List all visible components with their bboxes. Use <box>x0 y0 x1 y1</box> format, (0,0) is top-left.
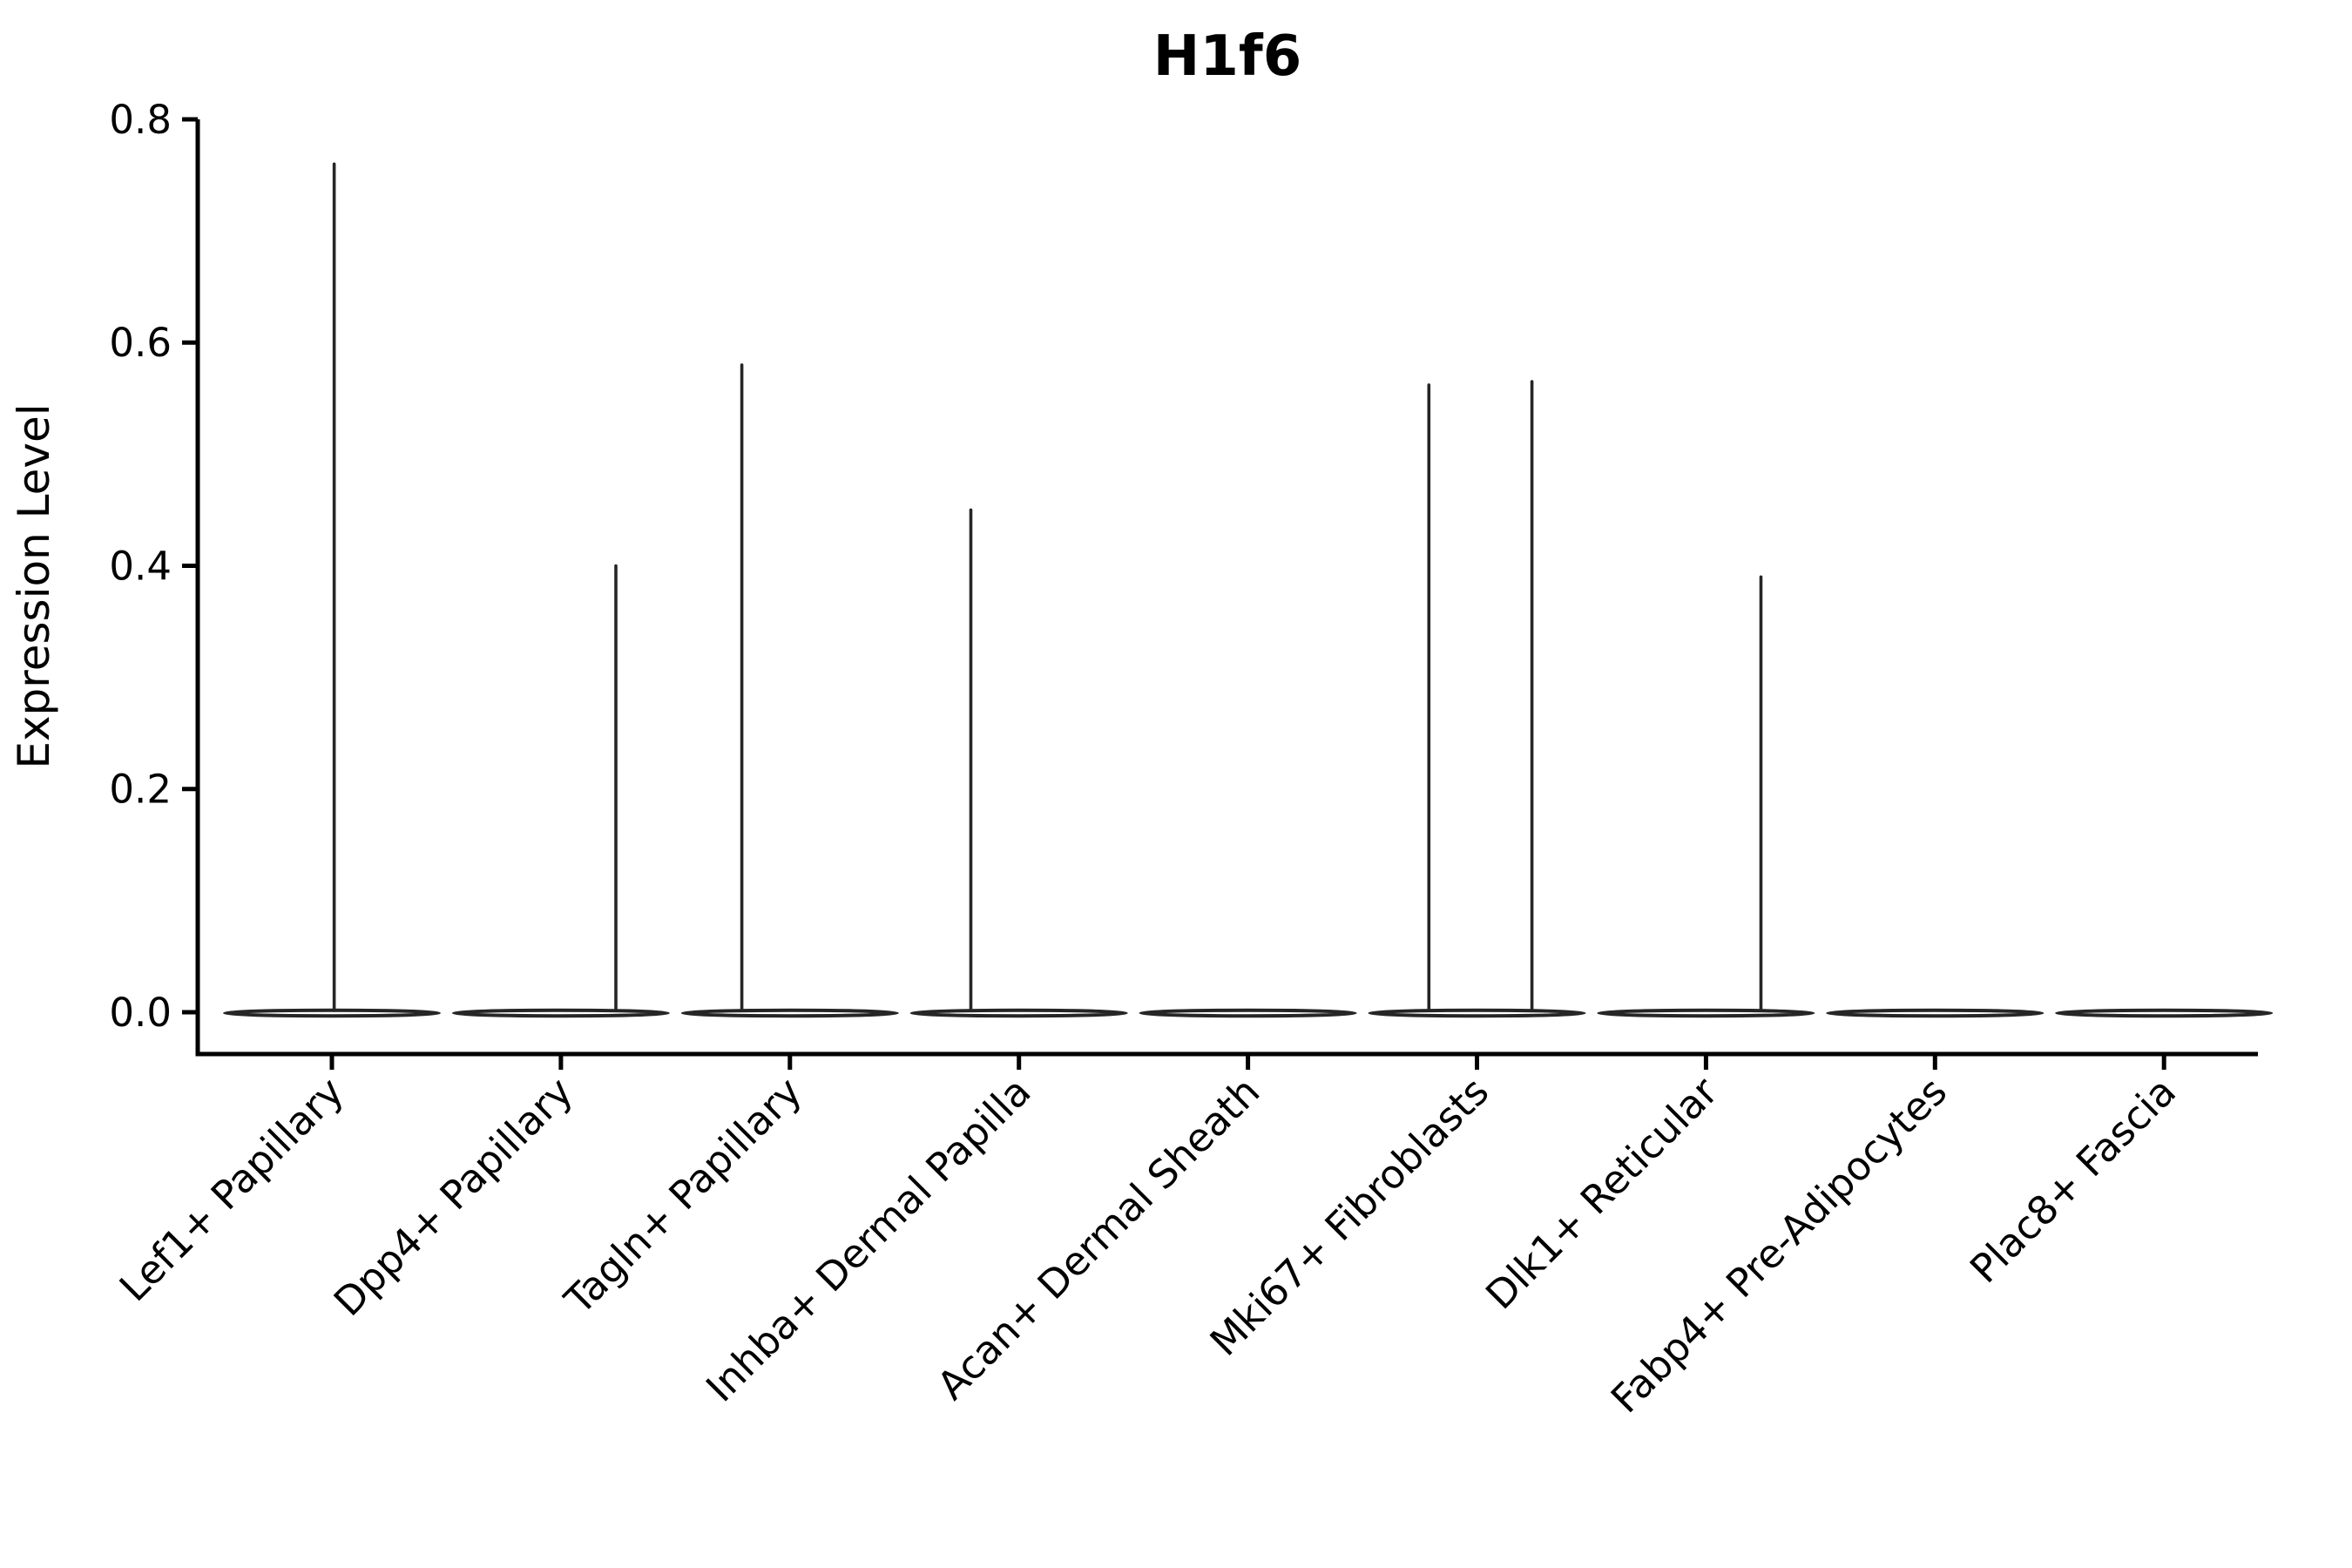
chart-title: H1f6 <box>1153 24 1301 89</box>
violin-body <box>1826 1008 2044 1018</box>
x-tick-label: Lef1+ Papillary <box>111 1068 353 1310</box>
x-tick-label: Dpp4+ Papillary <box>325 1068 582 1325</box>
y-tick-label: 0.2 <box>109 767 172 813</box>
violin-body <box>1139 1008 1357 1018</box>
violin-body <box>451 1008 670 1018</box>
violin-body <box>223 1008 441 1018</box>
y-axis-label: Expression Level <box>9 403 59 768</box>
x-tick-label: Dlk1+ Reticular <box>1477 1068 1727 1318</box>
x-tick-label: Tagln+ Papillary <box>555 1068 810 1323</box>
violin-body <box>2055 1008 2274 1018</box>
y-tick-label: 0.6 <box>109 320 172 366</box>
violin-body <box>1597 1008 1815 1018</box>
y-tick-label: 0.0 <box>109 990 172 1036</box>
violin-body <box>680 1008 899 1018</box>
violin-body <box>909 1008 1128 1018</box>
x-tick-label: Plac8+ Fascia <box>1961 1068 2185 1292</box>
y-tick-label: 0.4 <box>109 543 172 589</box>
violin-body <box>1368 1008 1586 1018</box>
y-tick-label: 0.8 <box>109 97 172 143</box>
